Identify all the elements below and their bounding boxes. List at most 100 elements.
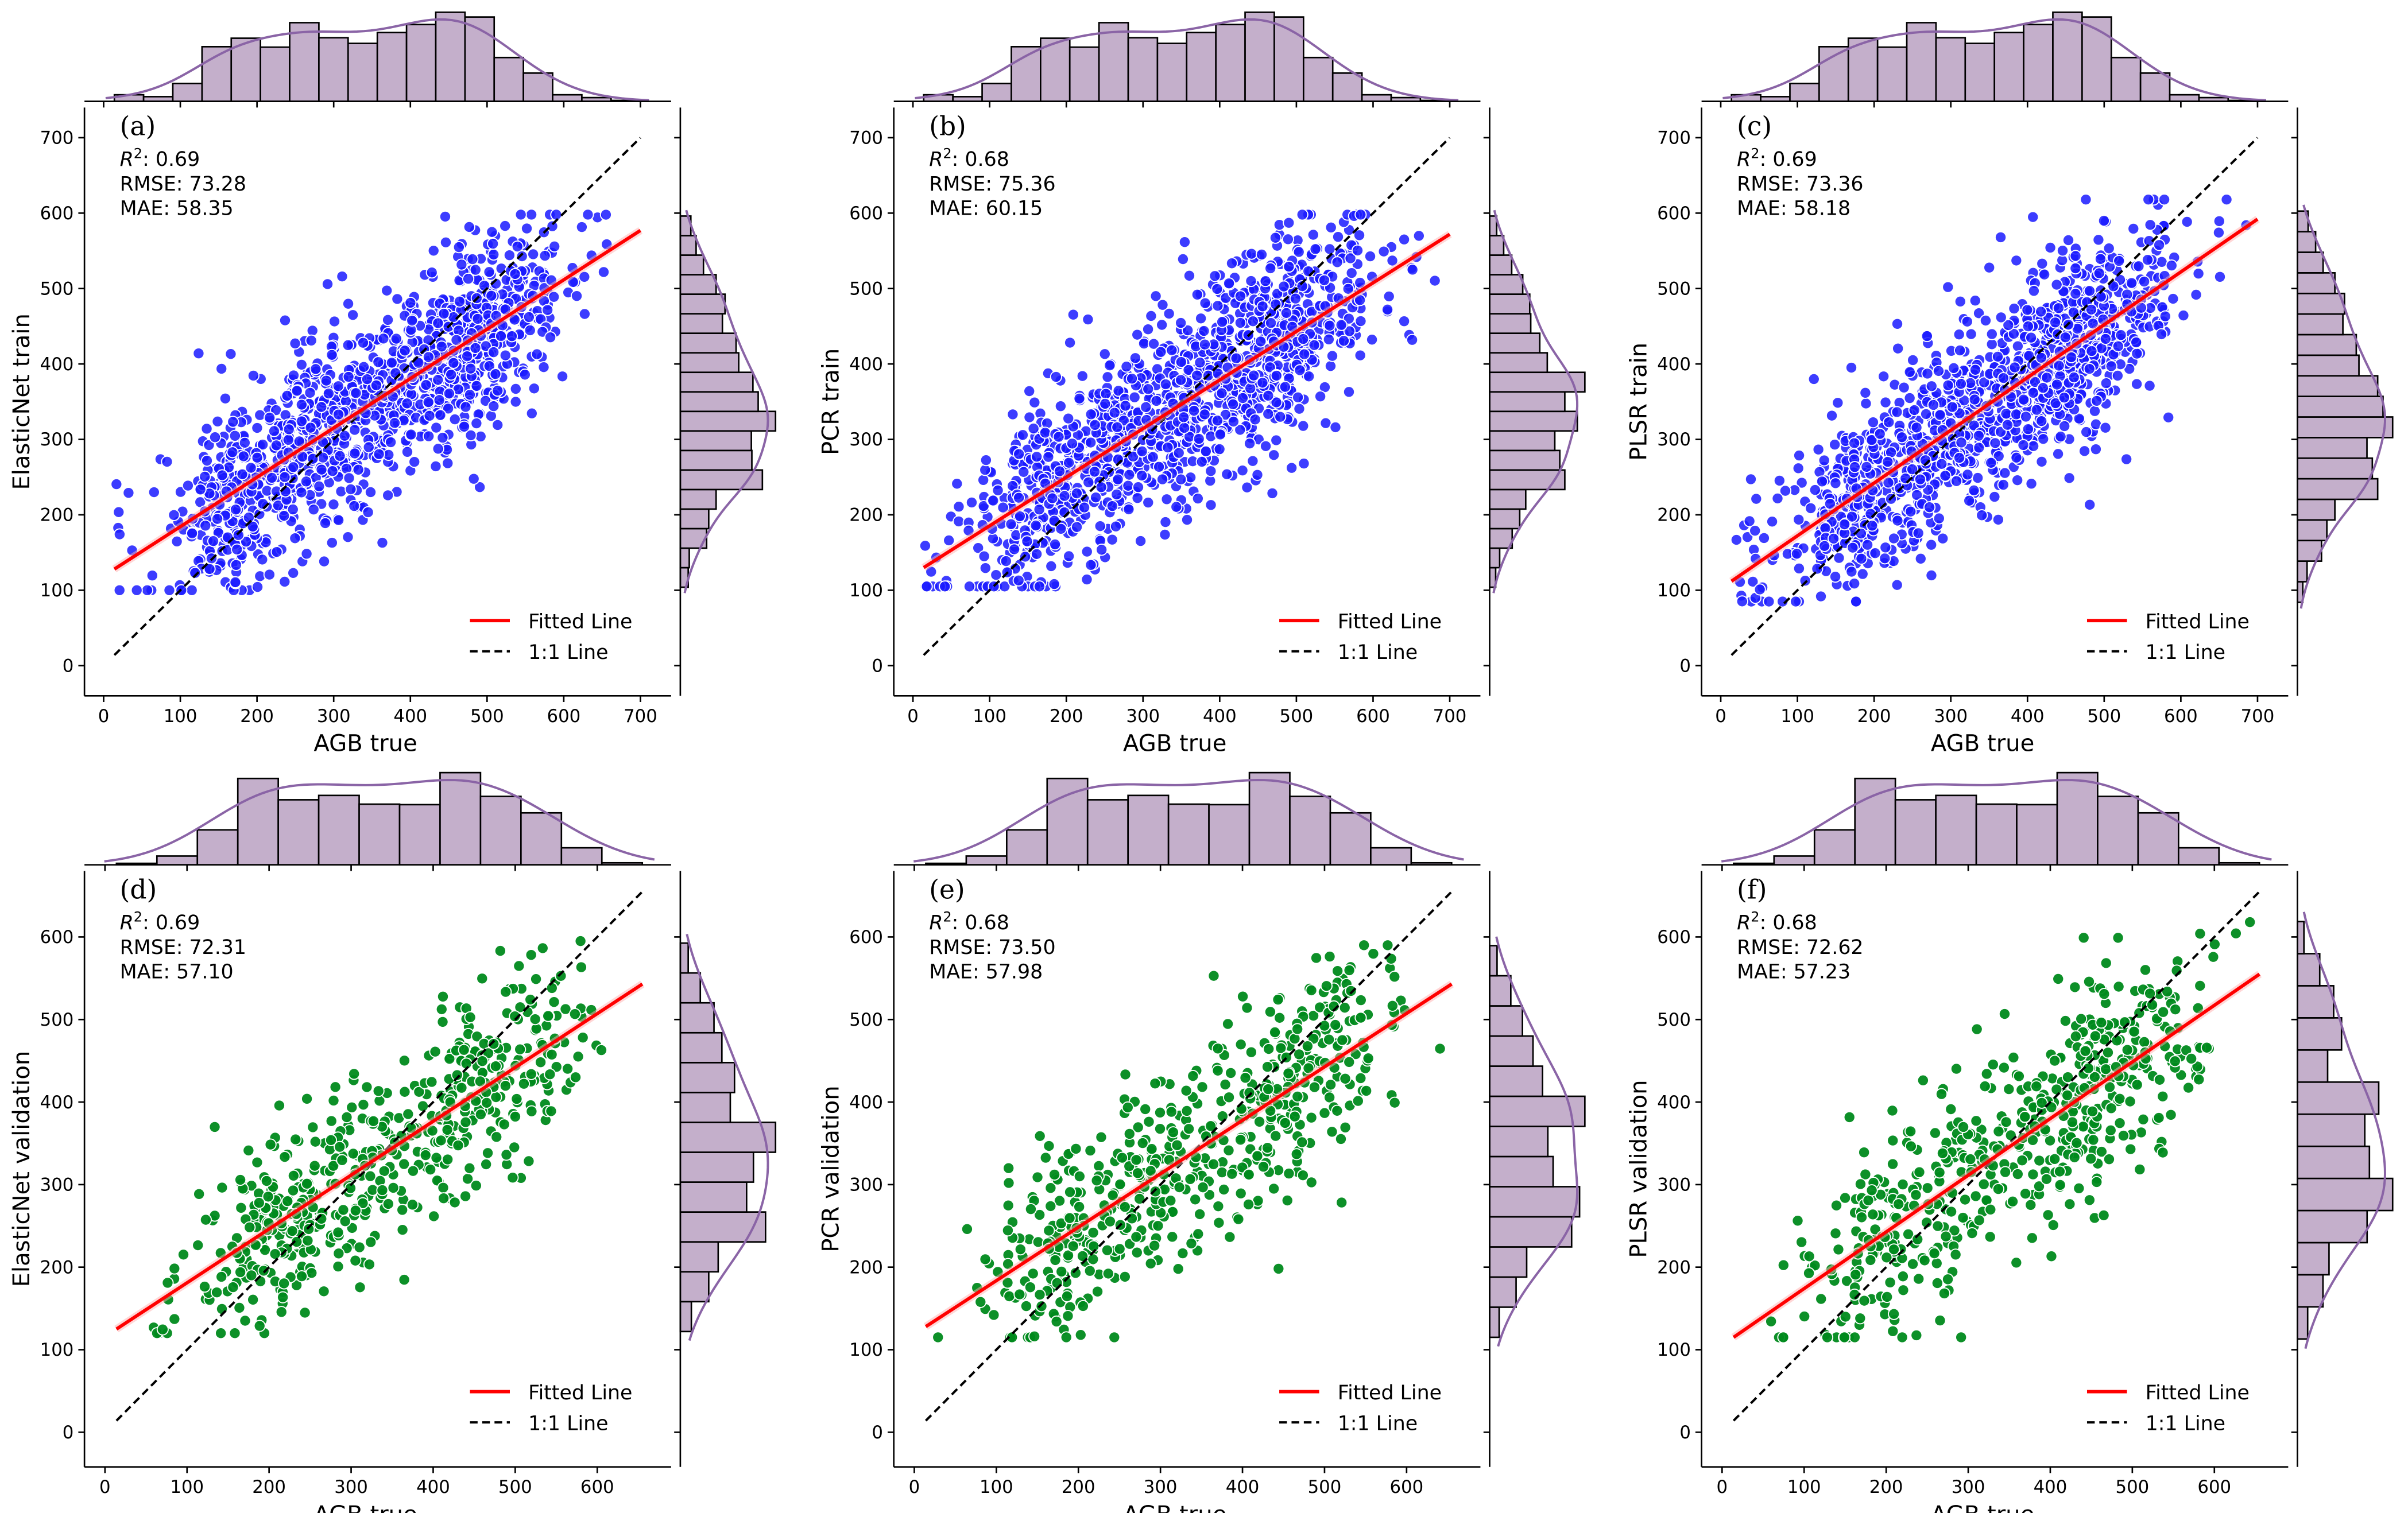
top-hist-bar (172, 83, 203, 102)
data-point (1280, 307, 1293, 319)
data-point (992, 484, 1004, 496)
panel-b: 0 100 200 300 400 500 600 700010020030040050060… (818, 11, 1586, 757)
data-point (273, 1099, 285, 1112)
data-point (122, 487, 135, 499)
data-point (2001, 418, 2014, 431)
data-point (385, 436, 397, 449)
data-point (1029, 519, 1042, 532)
data-point (2056, 245, 2069, 257)
data-point (438, 307, 450, 320)
data-point (1833, 552, 1845, 564)
data-point (358, 360, 370, 373)
data-point (404, 296, 417, 309)
data-point (471, 312, 484, 325)
rmse-stat: RMSE: 73.36 (1737, 173, 1863, 196)
data-point (363, 1258, 375, 1271)
data-point (1282, 233, 1294, 246)
data-point (527, 248, 540, 261)
data-point (1095, 1131, 1108, 1143)
data-point (1000, 554, 1012, 568)
data-point (486, 226, 498, 238)
data-point (510, 1092, 523, 1105)
data-point (544, 1068, 556, 1081)
data-point (300, 548, 313, 560)
data-point (2099, 332, 2112, 346)
data-point (1753, 583, 1766, 596)
data-point (2021, 304, 2034, 316)
data-point (2144, 219, 2157, 231)
y-axis-label: PLSR train (1625, 343, 1652, 461)
right-hist-bar (679, 371, 754, 393)
data-point (2063, 472, 2076, 484)
data-point (245, 461, 257, 474)
data-point (2153, 239, 2166, 251)
data-point (295, 398, 308, 411)
right-hist-bar (1489, 945, 1498, 977)
data-point (1085, 436, 1097, 449)
data-point (920, 580, 933, 593)
data-point (405, 428, 417, 441)
data-point (192, 347, 205, 360)
data-point (1292, 391, 1304, 404)
data-point (1814, 590, 1828, 603)
data-point (300, 475, 312, 488)
data-point (215, 1270, 228, 1283)
data-point (1921, 367, 1934, 380)
data-point (2213, 215, 2225, 227)
top-hist-bar (464, 16, 495, 102)
data-point (1274, 410, 1287, 423)
data-point (1205, 465, 1217, 478)
data-point (1195, 455, 1208, 468)
data-point (1222, 277, 1236, 290)
data-point (1244, 382, 1257, 395)
data-point (1012, 574, 1025, 587)
data-point (1322, 333, 1335, 346)
right-hist-bar (1489, 293, 1531, 315)
top-hist-bar (1208, 804, 1251, 866)
data-point (1054, 400, 1067, 413)
data-point (1176, 253, 1189, 266)
data-point (1898, 381, 1910, 394)
data-point (334, 449, 346, 462)
data-point (1136, 469, 1148, 482)
data-point (500, 986, 512, 998)
data-point (514, 208, 527, 221)
data-point (459, 1190, 472, 1202)
data-point (979, 562, 992, 575)
data-point (522, 1155, 535, 1167)
y-axis-label: PCR train (818, 348, 844, 455)
data-point (1265, 317, 1277, 329)
data-point (1318, 274, 1331, 286)
data-point (1325, 221, 1337, 234)
data-point (485, 289, 498, 302)
y-tick-label: 700 (1657, 128, 1691, 149)
data-point (2097, 214, 2110, 227)
data-point (1961, 315, 1973, 328)
y-tick-label: 100 (1657, 580, 1691, 601)
panel-a: 0 100 200 300 400 500 600 700010020030040050060… (9, 11, 777, 757)
data-point (1098, 348, 1111, 360)
data-point (506, 1171, 519, 1184)
data-point (1241, 481, 1253, 494)
right-hist-bar (1489, 313, 1532, 334)
data-point (342, 339, 354, 351)
data-point (1364, 250, 1377, 263)
x-tick-label: 600 (2164, 706, 2198, 727)
data-point (1088, 465, 1101, 478)
data-point (505, 330, 518, 343)
x-tick-label: 500 (2087, 706, 2121, 727)
data-point (161, 1277, 174, 1289)
data-point (487, 400, 500, 413)
y-tick-label: 400 (40, 1092, 74, 1113)
data-point (1211, 300, 1224, 312)
data-point (1094, 520, 1106, 533)
data-point (2078, 445, 2091, 457)
data-point (1976, 509, 1988, 522)
y-axis-label: ElasticNet train (9, 313, 35, 490)
data-point (1895, 431, 1908, 444)
data-point (1193, 432, 1205, 445)
data-point (398, 1085, 411, 1098)
y-tick-label: 0 (872, 655, 883, 676)
top-hist-bar (1215, 24, 1246, 102)
data-point (309, 1135, 322, 1148)
